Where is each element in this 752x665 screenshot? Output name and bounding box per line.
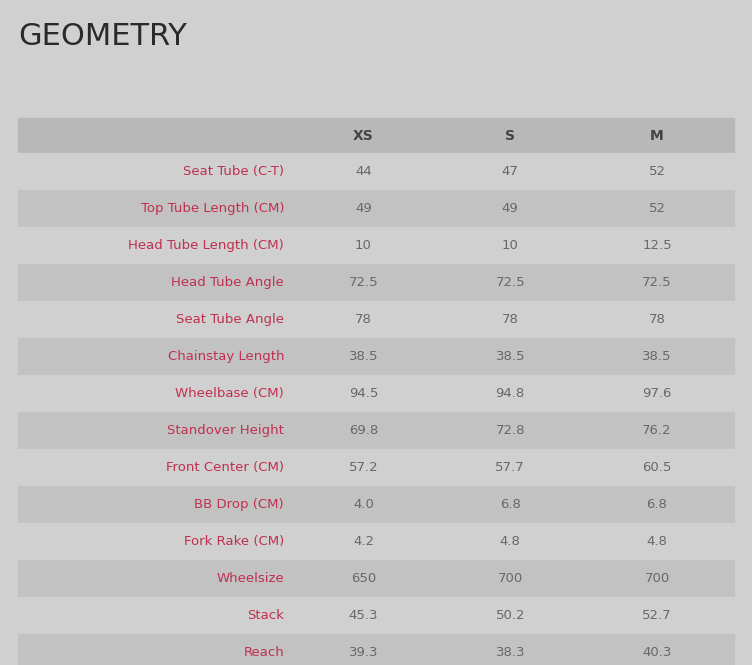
Text: 72.8: 72.8 (496, 424, 525, 437)
Bar (18, 118, 734, 153)
Text: 97.6: 97.6 (642, 387, 672, 400)
Text: Head Tube Angle: Head Tube Angle (171, 276, 284, 289)
Text: 4.8: 4.8 (647, 535, 668, 548)
Text: 650: 650 (351, 572, 376, 585)
Bar (18, 597, 734, 634)
Text: 78: 78 (355, 313, 372, 326)
Text: Seat Tube (C-T): Seat Tube (C-T) (183, 165, 284, 178)
Text: 72.5: 72.5 (496, 276, 525, 289)
Text: 38.5: 38.5 (496, 350, 525, 363)
Text: Fork Rake (CM): Fork Rake (CM) (183, 535, 284, 548)
Text: 700: 700 (498, 572, 523, 585)
Text: 45.3: 45.3 (349, 609, 378, 622)
Text: 78: 78 (502, 313, 519, 326)
Text: 76.2: 76.2 (642, 424, 672, 437)
Bar (18, 412, 734, 449)
Text: BB Drop (CM): BB Drop (CM) (195, 498, 284, 511)
Bar (18, 153, 734, 190)
Bar (18, 634, 734, 665)
Text: 52: 52 (648, 202, 666, 215)
Bar (18, 486, 734, 523)
Text: 94.8: 94.8 (496, 387, 525, 400)
Text: 6.8: 6.8 (647, 498, 668, 511)
Text: 10: 10 (502, 239, 519, 252)
Text: 57.2: 57.2 (349, 461, 378, 474)
Text: 4.2: 4.2 (353, 535, 374, 548)
Text: 69.8: 69.8 (349, 424, 378, 437)
Text: XS: XS (353, 128, 374, 142)
Text: S: S (505, 128, 515, 142)
Text: 700: 700 (644, 572, 669, 585)
Text: 49: 49 (502, 202, 519, 215)
Text: Chainstay Length: Chainstay Length (168, 350, 284, 363)
Text: 78: 78 (648, 313, 666, 326)
Bar (18, 190, 734, 227)
Text: 38.3: 38.3 (496, 646, 525, 659)
Text: 44: 44 (355, 165, 371, 178)
Text: 50.2: 50.2 (496, 609, 525, 622)
Bar (18, 301, 734, 338)
Text: 38.5: 38.5 (642, 350, 672, 363)
Text: 60.5: 60.5 (642, 461, 672, 474)
Text: 49: 49 (355, 202, 371, 215)
Text: M: M (650, 128, 664, 142)
Text: GEOMETRY: GEOMETRY (18, 22, 186, 51)
Text: 6.8: 6.8 (500, 498, 520, 511)
Text: 4.0: 4.0 (353, 498, 374, 511)
Text: 52.7: 52.7 (642, 609, 672, 622)
Text: Seat Tube Angle: Seat Tube Angle (176, 313, 284, 326)
Text: Top Tube Length (CM): Top Tube Length (CM) (141, 202, 284, 215)
Text: Head Tube Length (CM): Head Tube Length (CM) (129, 239, 284, 252)
Text: 10: 10 (355, 239, 372, 252)
Bar (18, 227, 734, 264)
Text: Standover Height: Standover Height (167, 424, 284, 437)
Text: 4.8: 4.8 (500, 535, 520, 548)
Bar (18, 375, 734, 412)
Text: 39.3: 39.3 (349, 646, 378, 659)
Text: 72.5: 72.5 (349, 276, 378, 289)
Text: Reach: Reach (244, 646, 284, 659)
Text: 47: 47 (502, 165, 519, 178)
Text: 72.5: 72.5 (642, 276, 672, 289)
Text: 94.5: 94.5 (349, 387, 378, 400)
Bar (18, 338, 734, 375)
Text: 57.7: 57.7 (496, 461, 525, 474)
Bar (18, 523, 734, 560)
Bar (18, 560, 734, 597)
Bar (18, 449, 734, 486)
Text: 38.5: 38.5 (349, 350, 378, 363)
Text: 40.3: 40.3 (642, 646, 672, 659)
Bar (18, 264, 734, 301)
Text: Wheelsize: Wheelsize (217, 572, 284, 585)
Text: 52: 52 (648, 165, 666, 178)
Text: Stack: Stack (247, 609, 284, 622)
Text: 12.5: 12.5 (642, 239, 672, 252)
Text: Front Center (CM): Front Center (CM) (166, 461, 284, 474)
Text: Wheelbase (CM): Wheelbase (CM) (175, 387, 284, 400)
